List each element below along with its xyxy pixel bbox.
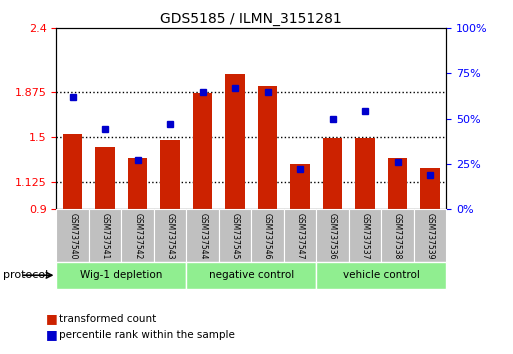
Bar [95, 148, 115, 209]
Text: GSM737543: GSM737543 [166, 212, 174, 259]
FancyBboxPatch shape [154, 209, 186, 262]
Text: Wig-1 depletion: Wig-1 depletion [80, 270, 163, 280]
Text: percentile rank within the sample: percentile rank within the sample [59, 330, 235, 339]
FancyBboxPatch shape [122, 209, 154, 262]
Text: GSM737547: GSM737547 [295, 212, 305, 259]
Bar [258, 86, 278, 209]
Text: ■: ■ [46, 312, 58, 325]
Bar [420, 168, 440, 209]
FancyBboxPatch shape [186, 262, 317, 289]
FancyBboxPatch shape [284, 209, 317, 262]
Text: GSM737539: GSM737539 [426, 212, 435, 259]
Bar [388, 158, 407, 209]
Text: GSM737544: GSM737544 [198, 212, 207, 259]
Text: GSM737536: GSM737536 [328, 212, 337, 259]
Bar [128, 158, 147, 209]
FancyBboxPatch shape [317, 262, 446, 289]
Bar [63, 134, 83, 209]
Text: protocol: protocol [3, 270, 48, 280]
FancyBboxPatch shape [219, 209, 251, 262]
FancyBboxPatch shape [89, 209, 122, 262]
FancyBboxPatch shape [251, 209, 284, 262]
Text: negative control: negative control [209, 270, 294, 280]
Bar [225, 74, 245, 209]
Text: GSM737545: GSM737545 [231, 212, 240, 259]
FancyBboxPatch shape [56, 262, 186, 289]
Text: GSM737542: GSM737542 [133, 212, 142, 259]
Text: GSM737538: GSM737538 [393, 212, 402, 259]
Bar [193, 93, 212, 209]
FancyBboxPatch shape [349, 209, 381, 262]
FancyBboxPatch shape [381, 209, 414, 262]
FancyBboxPatch shape [56, 209, 89, 262]
FancyBboxPatch shape [317, 209, 349, 262]
Bar [290, 164, 310, 209]
FancyBboxPatch shape [414, 209, 446, 262]
Text: vehicle control: vehicle control [343, 270, 420, 280]
Text: ■: ■ [46, 328, 58, 341]
Text: GSM737537: GSM737537 [361, 212, 369, 259]
Bar [323, 138, 342, 209]
Text: GSM737541: GSM737541 [101, 212, 110, 259]
Text: GSM737546: GSM737546 [263, 212, 272, 259]
Text: transformed count: transformed count [59, 314, 156, 324]
Title: GDS5185 / ILMN_3151281: GDS5185 / ILMN_3151281 [161, 12, 342, 26]
Bar [356, 138, 375, 209]
Bar [161, 140, 180, 209]
Text: GSM737540: GSM737540 [68, 212, 77, 259]
FancyBboxPatch shape [186, 209, 219, 262]
